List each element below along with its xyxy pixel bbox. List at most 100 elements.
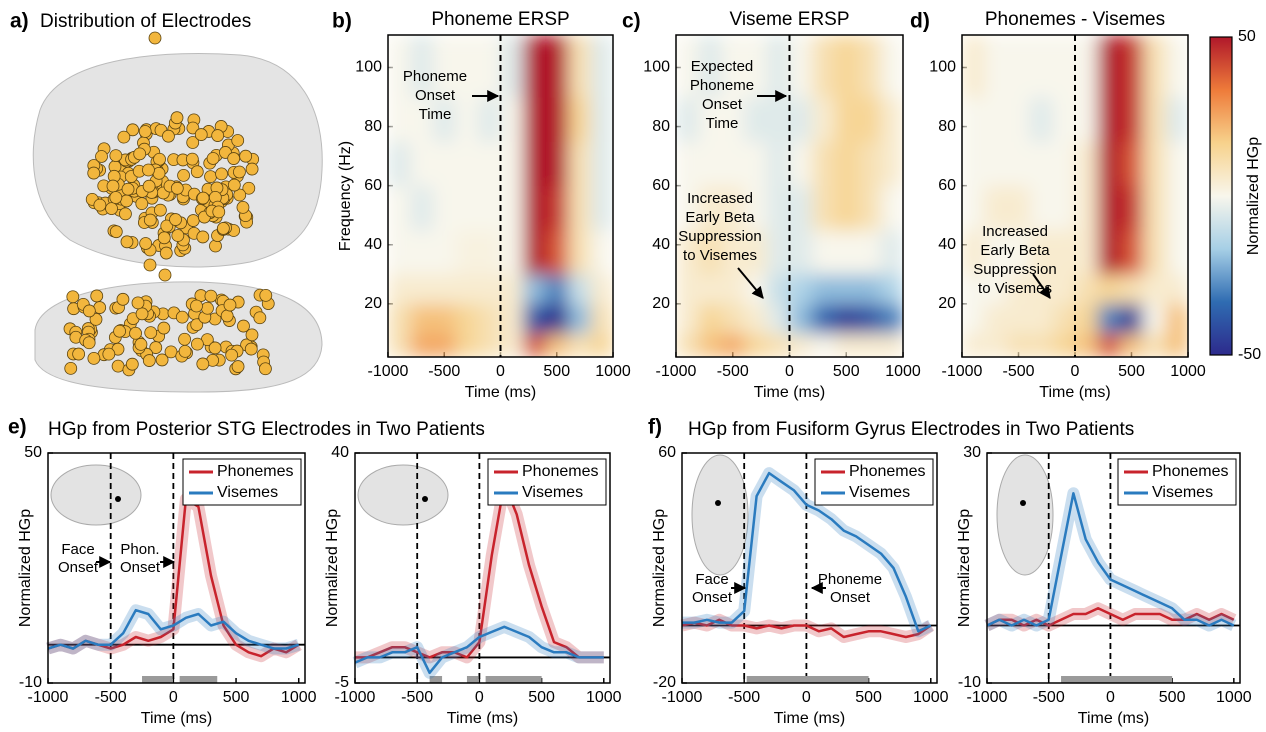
heatmap-cell	[1052, 333, 1076, 357]
heatmap-cell	[1052, 185, 1076, 231]
heatmap-cell	[880, 185, 903, 231]
electrode	[239, 149, 253, 163]
heatmap-cell	[676, 97, 700, 142]
y-tick-label: 40	[364, 236, 382, 253]
heatmap-cell	[478, 229, 501, 275]
x-tick-label: 1000	[913, 689, 949, 706]
electrode	[225, 348, 239, 362]
x-tick-label: -1000	[335, 689, 376, 706]
heatmap-cell	[744, 333, 768, 357]
heatmap-cell	[545, 35, 569, 98]
heatmap-cell	[698, 229, 722, 275]
electrode	[155, 353, 169, 367]
electrode	[242, 181, 256, 195]
heatmap-cell	[523, 35, 546, 98]
heatmap-cell	[478, 303, 501, 334]
heatmap-cell	[1142, 229, 1166, 275]
heatmap-cell	[812, 229, 836, 275]
x-axis-label: Time (ms)	[754, 384, 825, 401]
annotation: Time	[419, 106, 452, 123]
colorbar-label: Normalized HGp	[1245, 137, 1262, 255]
heatmap-cell	[1075, 303, 1099, 334]
heatmap-cell	[721, 303, 745, 334]
heatmap-cell	[545, 303, 569, 334]
heatmap-cell	[523, 229, 546, 275]
heatmap-cell	[590, 141, 613, 187]
arrow	[1032, 273, 1051, 299]
electrode-dot	[422, 496, 428, 502]
heatmap-cell	[962, 333, 986, 357]
electrode	[178, 344, 192, 358]
heatmap-cell	[1052, 35, 1076, 98]
electrode	[227, 178, 241, 192]
heatmap-cell	[523, 333, 546, 357]
heatmap-cell	[1075, 97, 1099, 142]
annotation: to Visemes	[683, 247, 757, 264]
heatmap-cell	[545, 229, 569, 275]
heatmap-cell	[744, 303, 768, 334]
heatmap-cell	[1120, 229, 1144, 275]
heatmap-cell	[962, 141, 986, 187]
electrode	[142, 179, 156, 193]
heatmap-cell	[1097, 229, 1121, 275]
electrode	[244, 342, 258, 356]
heatmap-cell	[455, 35, 479, 98]
heatmap-cell	[433, 229, 456, 275]
annotation: Early Beta	[685, 209, 755, 226]
heatmap-cell	[568, 35, 591, 98]
heatmap-cell	[388, 333, 411, 357]
x-tick-label: -500	[95, 689, 127, 706]
heatmap-cell	[766, 303, 790, 334]
heatmap-cell	[698, 274, 722, 305]
x-tick-label: 0	[475, 689, 484, 706]
inset-brain	[996, 454, 1054, 576]
heatmap-cell	[721, 35, 745, 98]
electrode	[95, 150, 108, 163]
electrode	[194, 128, 208, 141]
electrode	[93, 198, 107, 212]
heatmap-cell	[789, 35, 813, 98]
y-tick-label: 20	[938, 295, 956, 312]
electrode	[162, 129, 175, 143]
heatmap-cell	[388, 35, 411, 98]
heatmap-cell	[676, 35, 700, 98]
electrode	[259, 362, 272, 376]
heatmap-cell	[568, 97, 591, 142]
annotation: Increased	[687, 190, 753, 207]
electrode	[143, 213, 157, 227]
significance-bar	[1061, 676, 1173, 683]
heatmap-cell	[455, 185, 479, 231]
electrode	[178, 332, 191, 346]
y-tick-label: 80	[364, 118, 382, 135]
electrode	[177, 169, 190, 182]
annotation: Phoneme	[403, 68, 467, 85]
heatmap-cell	[1165, 141, 1188, 187]
heatmap-cell	[744, 185, 768, 231]
annotation: Onset	[58, 559, 99, 576]
x-tick-label: 1000	[885, 363, 921, 380]
heatmap-cell	[834, 303, 859, 334]
heatmap-cell	[1142, 303, 1166, 334]
heatmap-cell	[962, 97, 986, 142]
electrode	[158, 268, 172, 282]
electrode	[216, 222, 230, 235]
annotation: Face	[61, 541, 94, 558]
heatmap-cell	[1007, 185, 1031, 231]
heatmap-cell	[410, 141, 434, 187]
heatmap-cell	[766, 185, 790, 231]
heatmap-cell	[1007, 303, 1031, 334]
electrode-dot	[115, 496, 121, 502]
heatmap-cell	[766, 333, 790, 357]
panel-title: Viseme ERSP	[729, 9, 849, 30]
heatmap-cell	[962, 303, 986, 334]
x-tick-label: 1000	[1216, 689, 1252, 706]
electrode	[135, 197, 149, 211]
electrode	[129, 326, 142, 340]
electrode	[153, 152, 166, 166]
heatmap-cell	[962, 274, 986, 305]
electrode	[142, 354, 156, 367]
y-tick-label: 100	[929, 59, 956, 76]
heatmap-cell	[766, 141, 790, 187]
heatmap-cell	[1142, 35, 1166, 98]
